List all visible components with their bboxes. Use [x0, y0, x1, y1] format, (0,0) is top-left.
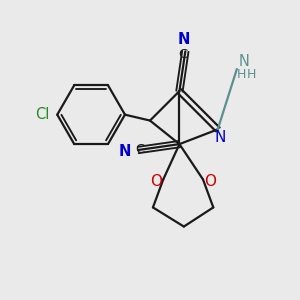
Text: Cl: Cl	[35, 107, 50, 122]
Text: H: H	[237, 68, 246, 81]
Text: O: O	[204, 174, 216, 189]
Text: N: N	[214, 130, 226, 145]
Text: H: H	[247, 68, 256, 81]
Text: C: C	[135, 143, 144, 156]
Text: N: N	[238, 54, 249, 69]
Text: N: N	[119, 144, 131, 159]
Text: N: N	[178, 32, 190, 47]
Text: O: O	[150, 174, 162, 189]
Text: C: C	[178, 48, 187, 61]
